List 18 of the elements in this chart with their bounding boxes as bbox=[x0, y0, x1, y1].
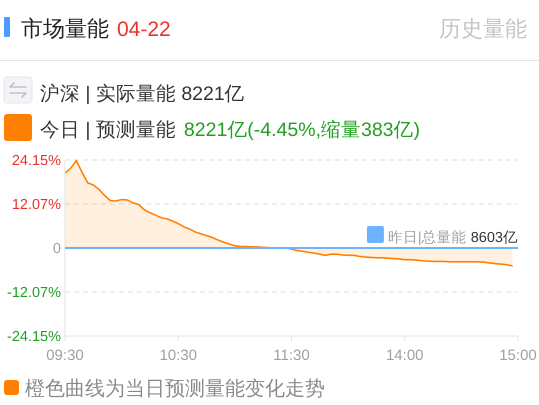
chart-subtitle: 04-22 bbox=[117, 18, 171, 41]
y-tick-label: 12.07% bbox=[12, 197, 62, 214]
y-tick-label: -24.15% bbox=[6, 329, 62, 346]
x-tick-label: 15:00 bbox=[499, 347, 537, 364]
chart-title: 市场量能 bbox=[21, 16, 109, 41]
y-tick-label: 24.15% bbox=[12, 153, 62, 170]
ref-line-label: 昨日|总量能 8603亿 bbox=[388, 229, 518, 246]
text: 橙色曲线为当日预测量能变化走势 bbox=[25, 378, 325, 400]
legend-label: 今日 | 预测量能 bbox=[40, 119, 176, 141]
y-tick-label: -12.07% bbox=[6, 285, 62, 302]
x-tick-label: 14:00 bbox=[386, 347, 424, 364]
text: 沪深 | 实际量能 8221亿 bbox=[40, 82, 245, 105]
x-tick-label: 11:30 bbox=[273, 347, 310, 364]
y-tick-label: 0 bbox=[52, 241, 61, 258]
x-tick-label: 10:30 bbox=[159, 347, 198, 364]
x-tick-label: 09:30 bbox=[46, 347, 84, 364]
text: 8221亿(-4.45%,缩量383亿) bbox=[184, 119, 420, 141]
text: 历史量能 bbox=[439, 16, 527, 41]
